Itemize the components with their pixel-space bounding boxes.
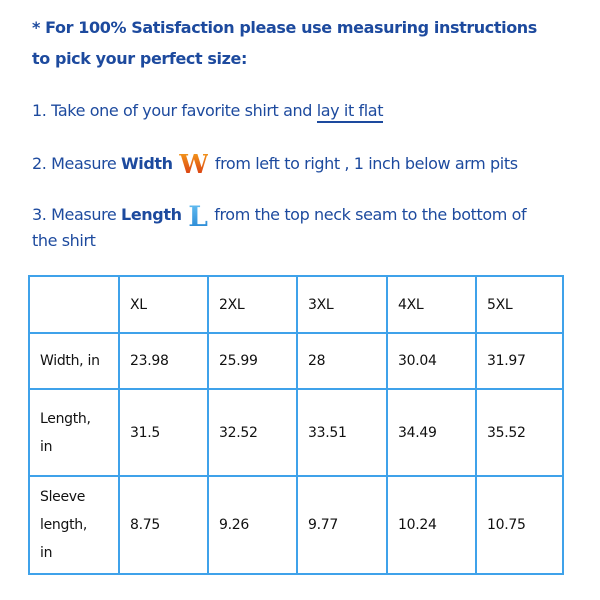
length-label: Length xyxy=(121,205,182,224)
table-cell: 28 xyxy=(296,332,388,390)
header-cell: 3XL xyxy=(296,275,388,334)
table-cell: 30.04 xyxy=(386,332,477,390)
intro-line-2: to pick your perfect size: xyxy=(32,49,247,68)
table-header-row: XL 2XL 3XL 4XL 5XL xyxy=(28,275,564,334)
step-text: from left to right , 1 inch below arm pi… xyxy=(210,154,518,173)
width-label: Width xyxy=(121,154,173,173)
table-cell: 9.26 xyxy=(207,475,298,575)
table-cell: 23.98 xyxy=(118,332,209,390)
table-cell: 33.51 xyxy=(296,388,388,477)
table-cell: 31.5 xyxy=(118,388,209,477)
header-cell: 4XL xyxy=(386,275,477,334)
table-cell: 9.77 xyxy=(296,475,388,575)
row-label: Width, in xyxy=(28,332,120,390)
step-1: 1. Take one of your favorite shirt and l… xyxy=(32,101,383,123)
table-row: Length, in 31.5 32.52 33.51 34.49 35.52 xyxy=(28,388,564,477)
table-row: Width, in 23.98 25.99 28 30.04 31.97 xyxy=(28,332,564,390)
row-label: Length, in xyxy=(28,388,120,477)
length-letter-icon: L xyxy=(188,200,208,233)
header-cell: 5XL xyxy=(475,275,564,334)
step-text: 2. Measure xyxy=(32,154,122,173)
table-cell: 25.99 xyxy=(207,332,298,390)
table-row: Sleeve length, in 8.75 9.26 9.77 10.24 1… xyxy=(28,475,564,575)
table-cell: 34.49 xyxy=(386,388,477,477)
intro-line-1: * For 100% Satisfaction please use measu… xyxy=(32,18,537,37)
table-cell: 32.52 xyxy=(207,388,298,477)
step-text: 3. Measure xyxy=(32,205,122,224)
table-cell: 31.97 xyxy=(475,332,564,390)
header-cell: XL xyxy=(118,275,209,334)
header-cell xyxy=(28,275,120,334)
table-cell: 10.24 xyxy=(386,475,477,575)
step-2: 2. Measure Width W from left to right , … xyxy=(32,150,518,180)
table-cell: 10.75 xyxy=(475,475,564,575)
table-cell: 8.75 xyxy=(118,475,209,575)
step-text: 1. Take one of your favorite shirt and xyxy=(32,101,317,120)
table-cell: 35.52 xyxy=(475,388,564,477)
step-3-continued: the shirt xyxy=(32,231,96,250)
step-3: 3. Measure Length L from the top neck se… xyxy=(32,200,527,233)
width-letter-icon: W xyxy=(179,150,209,180)
lay-it-flat-link[interactable]: lay it flat xyxy=(316,101,383,123)
size-chart-table: XL 2XL 3XL 4XL 5XL Width, in 23.98 25.99… xyxy=(28,275,564,575)
step-text: from the top neck seam to the bottom of xyxy=(209,205,527,224)
row-label: Sleeve length, in xyxy=(28,475,120,575)
header-cell: 2XL xyxy=(207,275,298,334)
